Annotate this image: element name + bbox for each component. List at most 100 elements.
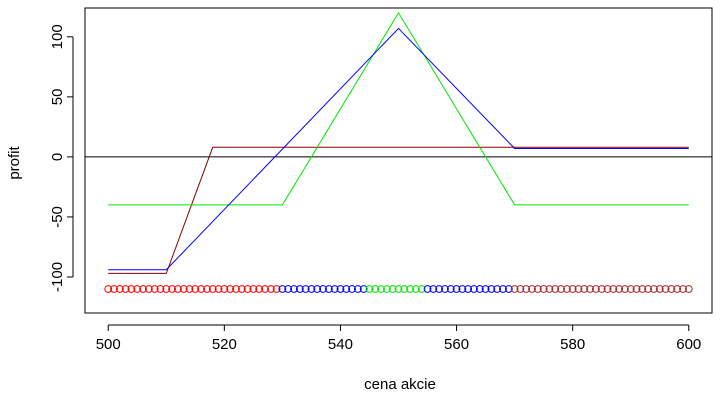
marker-point <box>528 285 536 293</box>
series-line-1 <box>108 146 689 274</box>
marker-point <box>261 285 269 293</box>
marker-point <box>435 285 444 293</box>
marker-point <box>464 285 473 293</box>
marker-point <box>644 285 653 293</box>
x-tick-label: 540 <box>328 336 353 353</box>
marker-point <box>278 285 287 293</box>
marker-point <box>336 285 345 293</box>
marker-point <box>673 285 682 293</box>
marker-point <box>597 285 606 293</box>
marker-point <box>661 285 670 293</box>
marker-point <box>208 285 217 293</box>
marker-point <box>226 285 235 293</box>
marker-point <box>516 285 525 293</box>
x-tick-label: 560 <box>444 336 469 353</box>
marker-point <box>243 285 252 293</box>
marker-point <box>127 285 136 293</box>
marker-point <box>400 285 409 293</box>
marker-point <box>679 285 687 293</box>
series-line-2 <box>108 11 689 206</box>
marker-point <box>255 285 264 293</box>
marker-point <box>110 285 118 293</box>
axes: 500 520 540 560 580 600 -100 -50 0 50 100 <box>49 7 713 353</box>
marker-point <box>417 285 426 293</box>
marker-point <box>545 285 554 293</box>
marker-point <box>574 285 583 293</box>
marker-point <box>232 285 240 293</box>
marker-point <box>586 285 594 293</box>
marker-point <box>139 285 147 293</box>
marker-point <box>162 285 171 293</box>
marker-point <box>557 285 565 293</box>
marker-point <box>621 285 629 293</box>
marker-point <box>348 285 356 293</box>
marker-point <box>319 285 327 293</box>
marker-point <box>499 285 507 293</box>
marker-point <box>371 285 380 293</box>
marker-point <box>324 285 333 293</box>
marker-point <box>168 285 176 293</box>
marker-point <box>591 285 600 293</box>
marker-point <box>638 285 647 293</box>
marker-point <box>249 285 258 293</box>
marker-point <box>667 285 676 293</box>
marker-point <box>423 285 432 293</box>
marker-point <box>412 285 420 293</box>
marker-point <box>150 285 159 293</box>
plot-area <box>85 11 712 293</box>
marker-point <box>533 285 542 293</box>
marker-point <box>441 285 449 293</box>
marker-point <box>307 285 316 293</box>
marker-point <box>603 285 612 293</box>
marker-point <box>394 285 403 293</box>
marker-point <box>562 285 571 293</box>
y-tick-label: 100 <box>49 24 66 49</box>
marker-point <box>377 285 385 293</box>
marker-point <box>365 285 374 293</box>
marker-point <box>179 285 188 293</box>
marker-point <box>655 285 664 293</box>
marker-point <box>650 285 658 293</box>
marker-point <box>504 285 513 293</box>
marker-point <box>115 285 124 293</box>
marker-point <box>475 285 484 293</box>
marker-point <box>470 285 478 293</box>
marker-point <box>313 285 322 293</box>
marker-point <box>301 285 310 293</box>
marker-point <box>191 285 200 293</box>
marker-point <box>684 285 693 293</box>
marker-point <box>173 285 182 293</box>
marker-point <box>353 285 362 293</box>
marker-point <box>626 285 635 293</box>
marker-point <box>388 285 397 293</box>
x-tick-label: 600 <box>676 336 701 353</box>
marker-point <box>632 285 641 293</box>
marker-point <box>295 285 304 293</box>
marker-point <box>133 285 142 293</box>
marker-point <box>104 285 113 293</box>
marker-point <box>510 285 519 293</box>
marker-point <box>452 285 461 293</box>
marker-point <box>481 285 490 293</box>
marker-point <box>615 285 624 293</box>
y-tick-label: 50 <box>49 89 66 106</box>
marker-point <box>214 285 223 293</box>
marker-point <box>458 285 467 293</box>
marker-point <box>144 285 153 293</box>
marker-point <box>197 285 206 293</box>
marker-point <box>203 285 211 293</box>
x-axis-label: cena akcie <box>364 376 436 393</box>
y-tick-label: -50 <box>49 206 66 228</box>
y-tick-label: -100 <box>49 262 66 292</box>
y-axis-label: profit <box>6 146 23 180</box>
marker-point <box>382 285 391 293</box>
marker-point <box>539 285 548 293</box>
marker-point <box>342 285 351 293</box>
marker-point <box>121 285 130 293</box>
marker-point <box>493 285 502 293</box>
marker-point <box>284 285 293 293</box>
y-tick-label: 0 <box>49 153 66 161</box>
marker-point <box>185 285 194 293</box>
marker-point <box>330 285 339 293</box>
